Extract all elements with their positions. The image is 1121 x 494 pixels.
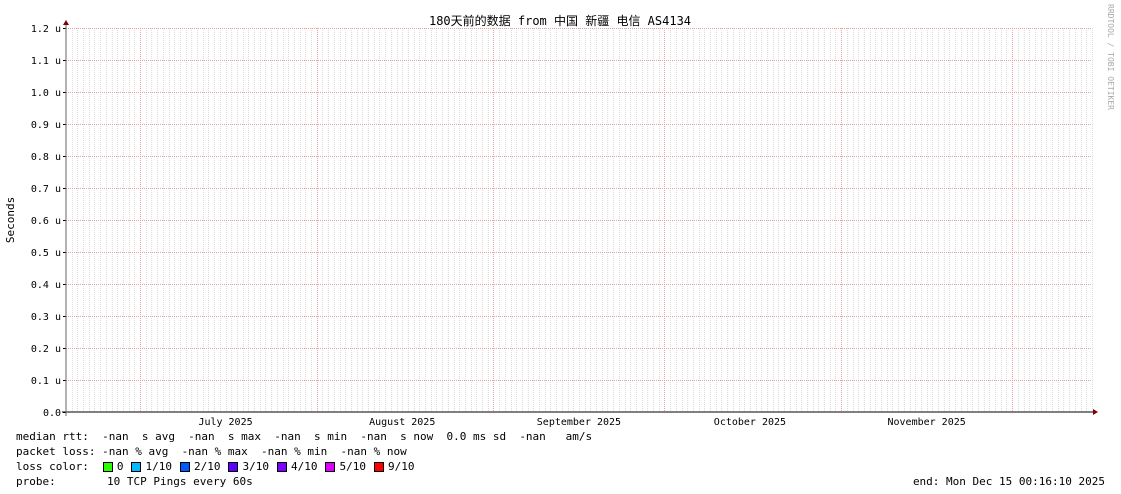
loss-color-label: loss color: xyxy=(16,460,89,473)
probe-legend: probe: 10 TCP Pings every 60s end: Mon D… xyxy=(16,474,1105,489)
loss-color-swatch xyxy=(102,461,113,472)
y-tick-label: 0.2 u xyxy=(31,344,61,355)
loss-color-legend: loss color: 0 1/10 2/10 3/10 4/10 5/10 9/10 xyxy=(16,459,1105,474)
x-tick-label: August 2025 xyxy=(369,417,435,428)
y-tick-label: 1.0 u xyxy=(31,88,61,99)
y-tick-label: 0.1 u xyxy=(31,376,61,387)
loss-color-label-item: 5/10 xyxy=(339,460,366,473)
x-axis-arrow xyxy=(1093,409,1098,415)
y-tick-label: 0.9 u xyxy=(31,120,61,131)
loss-color-swatch xyxy=(276,461,287,472)
grid xyxy=(66,28,1093,412)
y-axis-ticks: 0.0 0.1 u 0.2 u 0.3 u 0.4 u 0.5 u 0.6 u 0.7 u 0.… xyxy=(31,24,66,419)
loss-color-label-item: 0 xyxy=(116,460,124,473)
loss-color-label-item: 2/10 xyxy=(193,460,221,473)
loss-color-label-item: 9/10 xyxy=(387,460,415,473)
median-rtt-legend: median rtt: -nan s avg -nan s max -nan s… xyxy=(16,430,593,443)
y-tick-label: 0.8 u xyxy=(31,152,61,163)
y-tick-label: 0.4 u xyxy=(31,280,61,291)
loss-color-label-item: 1/10 xyxy=(145,460,172,473)
probe-label: probe: xyxy=(16,475,56,488)
y-tick-label: 0.3 u xyxy=(31,312,61,323)
loss-color-swatch xyxy=(179,461,190,472)
x-tick-label: November 2025 xyxy=(887,417,965,428)
chart-title: 180天前的数据 from 中国 新疆 电信 AS4134 xyxy=(429,13,691,28)
x-tick-label: July 2025 xyxy=(198,417,252,428)
packet-loss-legend: packet loss: -nan % avg -nan % max -nan … xyxy=(16,445,407,458)
probe-value: 10 TCP Pings every 60s xyxy=(107,475,253,488)
loss-color-swatch xyxy=(131,461,142,472)
y-tick-label: 0.6 u xyxy=(31,216,61,227)
y-axis-label: Seconds xyxy=(4,197,17,243)
loss-color-label-item: 3/10 xyxy=(242,460,269,473)
y-tick-label: 0.5 u xyxy=(31,248,61,259)
x-tick-label: October 2025 xyxy=(714,417,786,428)
loss-color-swatch xyxy=(228,461,239,472)
legend: median rtt: -nan s avg -nan s max -nan s… xyxy=(16,429,1105,489)
end-time: end: Mon Dec 15 00:16:10 2025 xyxy=(912,475,1105,488)
loss-color-swatch xyxy=(325,461,336,472)
x-tick-label: September 2025 xyxy=(537,417,621,428)
loss-color-swatch xyxy=(373,461,384,472)
y-tick-label: 0.7 u xyxy=(31,184,61,195)
latency-chart: 0.0 0.1 u 0.2 u 0.3 u 0.4 u 0.5 u 0.6 u 0.7 u 0.… xyxy=(4,4,1115,428)
y-tick-label: 1.1 u xyxy=(31,56,61,67)
y-axis-arrow xyxy=(63,20,69,25)
y-tick-label: 0.0 xyxy=(43,408,61,419)
watermark: RRDTOOL / TOBI OETIKER xyxy=(1106,4,1115,110)
y-tick-label: 1.2 u xyxy=(31,24,61,35)
x-axis-ticks: July 2025 August 2025 September 2025 Octobe… xyxy=(198,417,965,428)
loss-color-label-item: 4/10 xyxy=(290,460,318,473)
